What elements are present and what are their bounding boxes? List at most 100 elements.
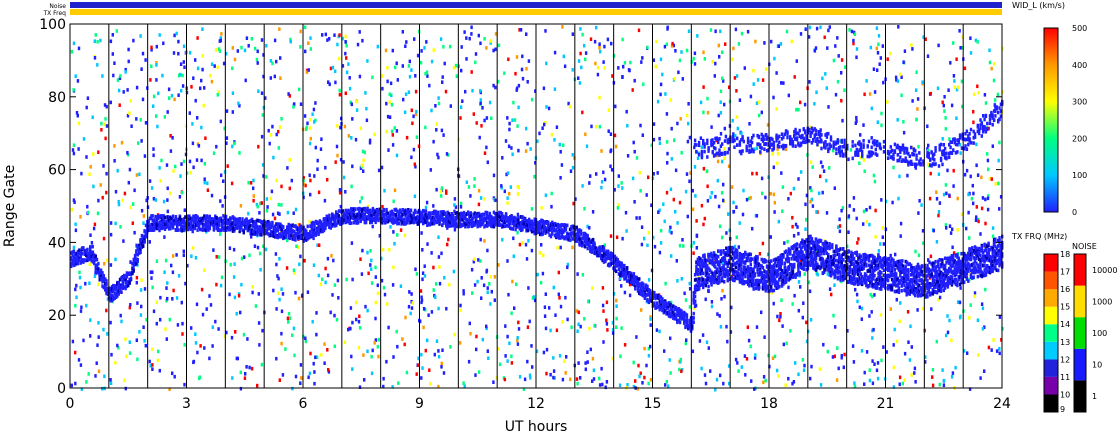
scatter-cell: [260, 201, 263, 205]
scatter-cell: [211, 344, 214, 348]
scatter-cell: [273, 216, 277, 221]
scatter-cell: [337, 296, 340, 300]
band-cell: [373, 208, 376, 213]
band-cell: [562, 223, 565, 228]
scatter-cell: [548, 306, 551, 310]
band-cell: [574, 238, 577, 242]
scatter-cell: [858, 161, 861, 165]
band-cell: [602, 260, 606, 264]
scatter-cell: [981, 326, 985, 331]
scatter-cell: [392, 355, 395, 359]
band-cell: [310, 224, 313, 229]
scatter-cell: [366, 250, 369, 255]
band-cell: [74, 256, 77, 260]
band-cell: [181, 225, 184, 229]
scatter-cell: [485, 324, 488, 329]
scatter-cell: [916, 107, 919, 111]
scatter-cell: [415, 272, 419, 276]
band-cell: [407, 209, 410, 214]
band-cell: [76, 261, 80, 266]
band-cell: [359, 212, 362, 217]
scatter-cell: [886, 100, 889, 104]
scatter-cell: [139, 118, 142, 122]
band-cell: [252, 232, 255, 236]
band-cell: [230, 222, 233, 227]
scatter-cell: [544, 29, 547, 33]
band-cell: [159, 214, 163, 218]
scatter-cell: [529, 376, 532, 380]
band-cell: [332, 213, 335, 218]
scatter-cell: [476, 279, 479, 284]
band-cell: [332, 218, 335, 222]
scatter-cell: [936, 86, 940, 91]
scatter-cell: [952, 41, 955, 45]
scatter-cell: [772, 95, 775, 100]
band-cell: [192, 214, 195, 219]
scatter-cell: [808, 80, 811, 84]
scatter-cell: [701, 333, 705, 337]
scatter-cell: [341, 64, 345, 68]
scatter-cell: [777, 374, 780, 378]
scatter-cell: [228, 292, 231, 297]
band-cell: [224, 221, 228, 226]
scatter-cell: [659, 228, 663, 233]
scatter-cell: [735, 74, 739, 78]
scatter-cell: [508, 127, 511, 132]
band-cell: [176, 221, 179, 226]
scatter-cell: [818, 191, 821, 196]
scatter-cell: [477, 258, 480, 262]
scatter-cell: [194, 341, 198, 345]
band-cell: [93, 256, 96, 261]
band-cell: [200, 216, 203, 221]
scatter-cell: [468, 321, 471, 326]
scatter-cell: [488, 100, 492, 105]
band-cell: [557, 230, 561, 235]
scatter-cell: [643, 375, 646, 380]
scatter-cell: [277, 276, 280, 281]
scatter-cell: [279, 56, 282, 60]
scatter-cell: [722, 198, 725, 203]
scatter-cell: [875, 368, 879, 373]
band-cell: [155, 222, 158, 227]
scatter-cell: [233, 57, 237, 62]
scatter-cell: [439, 189, 443, 194]
scatter-cell: [623, 61, 627, 65]
scatter-cell: [658, 329, 661, 334]
scatter-cell: [243, 255, 246, 259]
scatter-cell: [344, 40, 347, 44]
scatter-cell: [722, 381, 725, 386]
band-cell: [420, 214, 424, 219]
scatter-cell: [245, 365, 248, 369]
scatter-cell: [307, 68, 310, 72]
band-cell: [487, 216, 490, 221]
band-cell: [571, 224, 574, 229]
scatter-cell: [242, 332, 246, 337]
scatter-cell: [574, 197, 577, 201]
band-cell: [316, 227, 319, 232]
scatter-cell: [695, 219, 698, 223]
band-cell: [135, 251, 138, 256]
scatter-cell: [972, 120, 975, 125]
scatter-cell: [171, 297, 174, 301]
band-cell: [545, 229, 549, 234]
band-cell: [454, 211, 457, 216]
scatter-cell: [633, 149, 636, 154]
scatter-cell: [927, 258, 930, 262]
scatter-cell: [272, 155, 275, 160]
band-cell: [235, 221, 239, 225]
band-cell: [460, 216, 463, 220]
scatter-cell: [231, 144, 234, 149]
scatter-cell: [262, 174, 265, 178]
scatter-cell: [626, 383, 629, 387]
scatter-cell: [955, 87, 959, 92]
scatter-cell: [376, 44, 379, 49]
scatter-cell: [636, 386, 639, 391]
scatter-cell: [901, 381, 904, 386]
band-cell: [377, 218, 380, 223]
scatter-cell: [719, 111, 723, 115]
scatter-cell: [351, 277, 354, 282]
scatter-cell: [77, 147, 80, 151]
scatter-cell: [290, 178, 293, 183]
band-cell: [403, 222, 406, 226]
scatter-cell: [953, 85, 956, 90]
